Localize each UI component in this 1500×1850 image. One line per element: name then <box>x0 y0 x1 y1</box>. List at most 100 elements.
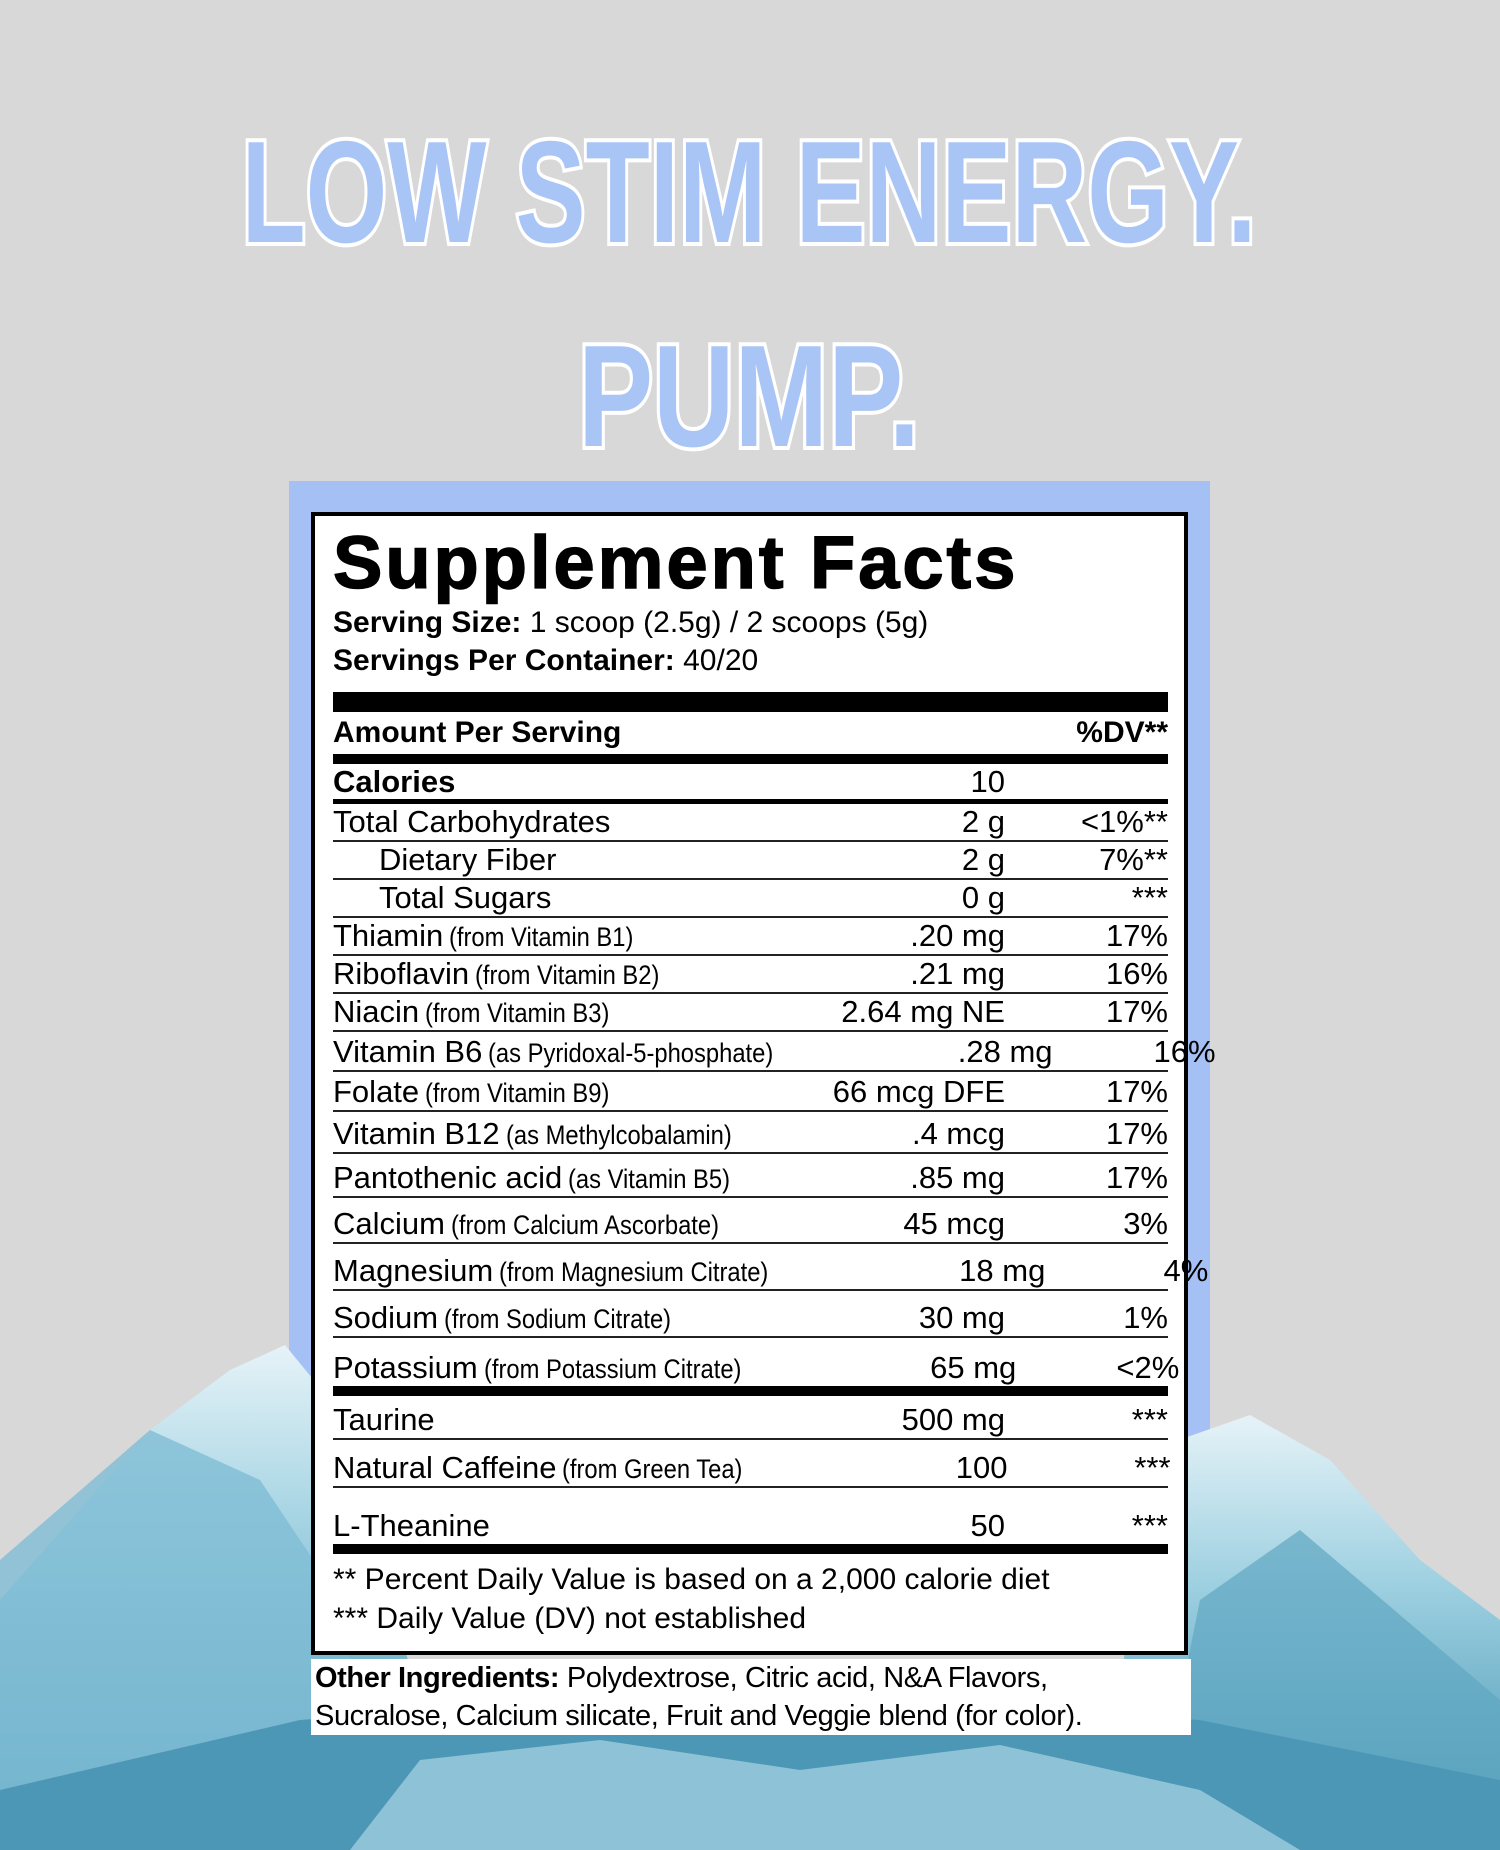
facts-row: Dietary Fiber 2 g 7%** <box>333 842 1168 880</box>
facts-row: Pantothenic acid (as Vitamin B5) .85 mg 17% <box>333 1154 1168 1198</box>
facts-row: Taurine 500 mg *** <box>333 1396 1168 1440</box>
row-name-cell: Sodium (from Sodium Citrate) <box>333 1300 765 1336</box>
nutrient-name: Folate <box>333 1074 420 1109</box>
nutrient-amount: 66 mcg DFE <box>832 1074 1005 1109</box>
ice-highlight <box>350 1740 1300 1850</box>
nutrient-amount: .20 mg <box>910 918 1005 953</box>
servings-label: Servings Per Container: <box>333 644 675 677</box>
nutrient-amount: 0 g <box>961 880 1005 915</box>
row-name-cell: Pantothenic acid (as Vitamin B5) <box>333 1160 765 1196</box>
nutrient-amount: .28 mg <box>957 1034 1053 1069</box>
row-name-cell: Vitamin B12 (as Methylcobalamin) <box>333 1116 765 1152</box>
nutrient-source: (from Magnesium Citrate) <box>499 1257 769 1287</box>
nutrient-amount: 500 mg <box>901 1402 1005 1437</box>
row-name-cell: Taurine <box>333 1402 765 1438</box>
nutrient-name: Calcium <box>333 1206 445 1241</box>
facts-label: Supplement Facts Serving Size: 1 scoop (… <box>311 512 1216 1655</box>
facts-row: Sodium (from Sodium Citrate) 30 mg 1% <box>333 1291 1168 1338</box>
nutrient-name: Dietary Fiber <box>379 842 557 877</box>
nutrient-source: (as Vitamin B5) <box>568 1164 731 1194</box>
nutrient-name: Thiamin <box>333 918 444 953</box>
nutrient-name: L-Theanine <box>333 1508 490 1543</box>
row-name-cell: Natural Caffeine (from Green Tea) <box>333 1450 768 1486</box>
row-name-cell: Thiamin (from Vitamin B1) <box>333 918 765 954</box>
nutrient-source: (from Vitamin B2) <box>475 960 660 990</box>
headline-line2: PUMP. <box>578 315 920 477</box>
nutrient-amount: 65 mg <box>930 1350 1017 1385</box>
nutrient-source: (from Potassium Citrate) <box>483 1354 742 1384</box>
row-name-cell: Vitamin B6 (as Pyridoxal-5-phosphate) <box>333 1034 813 1070</box>
nutrient-source: (from Vitamin B3) <box>425 998 610 1028</box>
facts-row: Vitamin B6 (as Pyridoxal-5-phosphate) .28 … <box>333 1032 1216 1072</box>
nutrient-dv: 17% <box>1105 1074 1168 1109</box>
nutrient-name: Riboflavin <box>333 956 470 991</box>
nutrient-amount: .85 mg <box>910 1160 1005 1195</box>
serving-size-label: Serving Size: <box>333 606 522 639</box>
nutrient-amount: 100 <box>955 1450 1008 1485</box>
serving-size: Serving Size: 1 scoop (2.5g) / 2 scoops … <box>333 604 1168 642</box>
row-name-cell: Riboflavin (from Vitamin B2) <box>333 956 765 992</box>
row-name-cell: Total Sugars <box>333 880 765 916</box>
facts-row: Potassium (from Potassium Citrate) 65 mg <2… <box>333 1338 1179 1396</box>
dv-header: %DV** <box>1076 716 1168 749</box>
row-name-cell: Niacin (from Vitamin B3) <box>333 994 765 1030</box>
nutrient-amount: 50 <box>970 1508 1005 1543</box>
footnote: ** Percent Daily Value is based on a 2,0… <box>333 1563 1050 1596</box>
footnotes: ** Percent Daily Value is based on a 2,0… <box>333 1560 1168 1638</box>
row-name-cell: L-Theanine <box>333 1508 765 1544</box>
facts-row: Vitamin B12 (as Methylcobalamin) .4 mcg 17% <box>333 1112 1168 1154</box>
nutrient-source: (from Sodium Citrate) <box>444 1304 672 1334</box>
nutrient-name: Vitamin B6 <box>333 1034 483 1069</box>
row-name-cell: Calcium (from Calcium Ascorbate) <box>333 1206 765 1242</box>
nutrient-name: Total Carbohydrates <box>333 804 611 839</box>
footnote: *** Daily Value (DV) not established <box>333 1602 807 1635</box>
nutrient-dv: <1%** <box>1080 804 1168 839</box>
other-ingredients-text: Polydextrose, Citric acid, N&A Flavors, … <box>315 1662 1083 1732</box>
nutrient-name: Calories <box>333 764 456 799</box>
nutrient-dv: 3% <box>1123 1206 1168 1241</box>
facts-row: Calories 10 <box>333 764 1168 804</box>
table-header: Amount Per Serving %DV** <box>333 712 1168 754</box>
row-name-cell: Total Carbohydrates <box>333 804 765 840</box>
divider <box>333 754 1168 764</box>
nutrient-name: Sodium <box>333 1300 439 1335</box>
nutrient-dv: *** <box>1131 1402 1168 1437</box>
nutrient-dv: 4% <box>1163 1253 1209 1288</box>
facts-row: L-Theanine 50 *** <box>333 1488 1168 1554</box>
nutrient-amount: 30 mg <box>918 1300 1005 1335</box>
facts-row: Magnesium (from Magnesium Citrate) 18 mg 4% <box>333 1244 1208 1291</box>
nutrient-amount: 2.64 mg NE <box>841 994 1005 1029</box>
facts-row: Total Carbohydrates 2 g <1%** <box>333 804 1168 842</box>
nutrient-amount: 10 <box>970 764 1005 799</box>
row-name-cell: Potassium (from Potassium Citrate) <box>333 1350 776 1386</box>
facts-row: Thiamin (from Vitamin B1) .20 mg 17% <box>333 918 1168 956</box>
facts-row: Riboflavin (from Vitamin B2) .21 mg 16% <box>333 956 1168 994</box>
nutrient-source: (from Calcium Ascorbate) <box>450 1210 720 1240</box>
servings-value: 40/20 <box>683 644 759 677</box>
facts-row: Total Sugars 0 g *** <box>333 880 1168 918</box>
nutrient-dv: 1% <box>1123 1300 1168 1335</box>
row-name-cell: Calories <box>333 764 765 800</box>
other-ingredients: Other Ingredients: Polydextrose, Citric … <box>311 1659 1191 1735</box>
nutrient-dv: *** <box>1131 880 1168 915</box>
headline-line1: LOW STIM ENERGY. <box>242 111 1257 273</box>
facts-title: Supplement Facts <box>332 521 1019 605</box>
nutrient-amount: .21 mg <box>910 956 1005 991</box>
row-name-cell: Magnesium (from Magnesium Citrate) <box>333 1253 805 1289</box>
nutrient-dv: 16% <box>1105 956 1168 991</box>
nutrient-name: Potassium <box>333 1350 478 1385</box>
amount-header: Amount Per Serving <box>333 716 622 749</box>
row-name-cell: Dietary Fiber <box>333 842 765 878</box>
nutrient-dv: 17% <box>1105 918 1168 953</box>
servings-per-container: Servings Per Container: 40/20 <box>333 642 1168 680</box>
facts-row: Calcium (from Calcium Ascorbate) 45 mcg 3% <box>333 1198 1168 1244</box>
nutrient-amount: .4 mcg <box>911 1116 1005 1151</box>
nutrient-name: Niacin <box>333 994 420 1029</box>
nutrient-dv: *** <box>1131 1508 1168 1543</box>
nutrient-name: Magnesium <box>333 1253 494 1288</box>
nutrient-source: (as Pyridoxal-5-phosphate) <box>488 1038 774 1068</box>
nutrient-amount: 18 mg <box>959 1253 1046 1288</box>
nutrient-dv: <2% <box>1116 1350 1180 1385</box>
